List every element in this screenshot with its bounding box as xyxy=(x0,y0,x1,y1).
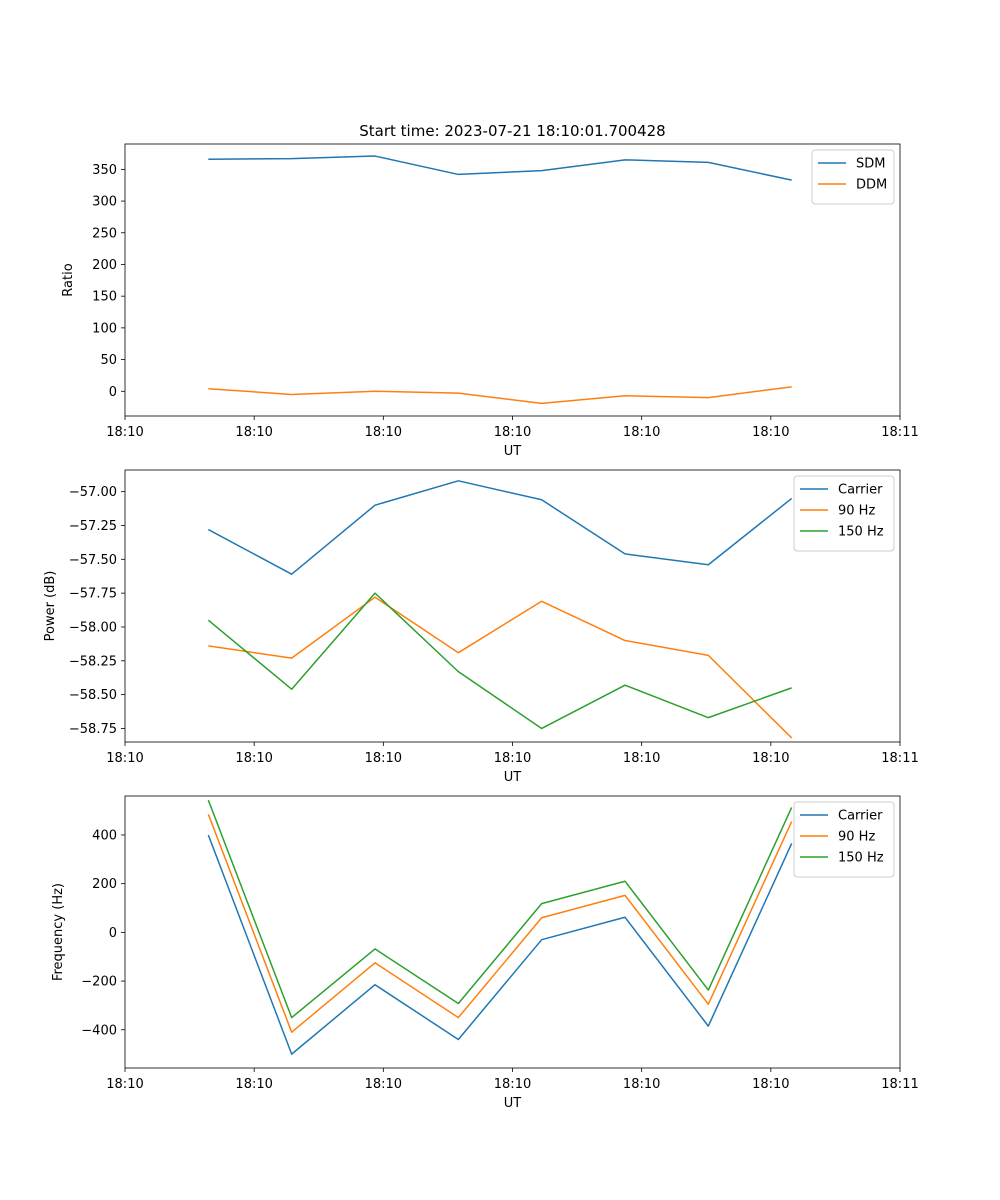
legend-box xyxy=(793,801,895,878)
y-tick-label: 300 xyxy=(92,195,117,210)
y-tick-label: −58.25 xyxy=(69,654,117,669)
x-tick-label: 18:11 xyxy=(881,1077,918,1092)
y-tick-label: 100 xyxy=(92,321,117,336)
y-tick-label: 350 xyxy=(92,163,117,178)
legend-entry: Carrier xyxy=(838,809,883,824)
x-tick-label: 18:10 xyxy=(752,751,789,766)
x-tick-label: 18:10 xyxy=(235,425,272,440)
y-tick-label: −58.75 xyxy=(69,722,117,737)
x-tick-label: 18:10 xyxy=(752,1077,789,1092)
y-tick-label: 250 xyxy=(92,226,117,241)
x-axis-label: UT xyxy=(504,444,522,459)
subplots: 18:10 18:10 18:10 18:10 18:10 18:10 18:11 0 50 10… xyxy=(43,143,919,1111)
series-line-1-1 xyxy=(208,155,792,181)
x-tick-label: 18:11 xyxy=(881,425,918,440)
x-tick-label: 18:10 xyxy=(365,751,402,766)
x-axis-label: UT xyxy=(504,770,522,785)
legend-box xyxy=(793,475,895,552)
legend-entry: Carrier xyxy=(838,483,883,498)
x-tick-label: 18:10 xyxy=(494,425,531,440)
y-tick-label: −200 xyxy=(81,975,117,990)
y-tick-label: 150 xyxy=(92,290,117,305)
x-tick-label: 18:10 xyxy=(235,751,272,766)
legend-entry: 90 Hz xyxy=(838,504,875,519)
x-tick-label: 18:10 xyxy=(365,1077,402,1092)
legend: Carrier 90 Hz 150 Hz xyxy=(793,801,895,878)
chart-title: Start time: 2023-07-21 18:10:01.700428 xyxy=(359,122,665,140)
y-tick-label: 0 xyxy=(109,385,117,400)
x-tick-label: 18:10 xyxy=(494,1077,531,1092)
legend-entry: 90 Hz xyxy=(838,830,875,845)
series-line-3-2 xyxy=(207,813,793,1033)
x-tick-label: 18:10 xyxy=(106,1077,143,1092)
y-tick-label: −57.75 xyxy=(69,587,117,602)
x-axis-label: UT xyxy=(504,1096,522,1111)
x-tick-label: 18:10 xyxy=(106,751,143,766)
x-tick-label: 18:10 xyxy=(623,425,660,440)
y-tick-label: 400 xyxy=(92,828,117,843)
series-line-2-1 xyxy=(207,480,793,575)
series-line-1-2 xyxy=(208,386,792,405)
y-tick-label: −400 xyxy=(81,1023,117,1038)
y-tick-label: 200 xyxy=(92,877,117,892)
x-tick-label: 18:10 xyxy=(106,425,143,440)
y-tick-label: 50 xyxy=(100,353,117,368)
y-tick-label: −57.25 xyxy=(69,519,117,534)
legend-entry: DDM xyxy=(856,178,887,193)
legend: Carrier 90 Hz 150 Hz xyxy=(793,475,895,552)
x-tick-label: 18:10 xyxy=(365,425,402,440)
y-tick-label: 200 xyxy=(92,258,117,273)
y-tick-label: −57.50 xyxy=(69,553,117,568)
x-tick-label: 18:10 xyxy=(752,425,789,440)
y-tick-label: −57.00 xyxy=(69,485,117,500)
legend: SDM DDM xyxy=(811,149,895,205)
y-axis-label: Power (dB) xyxy=(43,571,58,642)
x-tick-label: 18:10 xyxy=(494,751,531,766)
y-axis-label: Ratio xyxy=(61,263,76,296)
y-axis-label: Frequency (Hz) xyxy=(51,883,66,981)
subplot-3: 18:10 18:10 18:10 18:10 18:10 18:10 18:11 −400 −… xyxy=(51,795,919,1111)
x-tick-label: 18:10 xyxy=(235,1077,272,1092)
series-line-3-1 xyxy=(207,834,793,1055)
y-tick-label: 0 xyxy=(109,926,117,941)
y-tick-label: −58.50 xyxy=(69,688,117,703)
legend-entry: 150 Hz xyxy=(838,525,884,540)
legend-entry: SDM xyxy=(856,157,885,172)
x-tick-label: 18:10 xyxy=(623,751,660,766)
legend-entry: 150 Hz xyxy=(838,851,884,866)
series-line-2-3 xyxy=(207,592,792,730)
x-tick-label: 18:10 xyxy=(623,1077,660,1092)
y-tick-label: −58.00 xyxy=(69,620,117,635)
series-line-3-3 xyxy=(207,799,793,1019)
subplot-1: 18:10 18:10 18:10 18:10 18:10 18:10 18:11 0 50 10… xyxy=(61,143,919,459)
x-tick-label: 18:11 xyxy=(881,751,918,766)
subplot-2: 18:10 18:10 18:10 18:10 18:10 18:10 18:11 −58.7… xyxy=(43,469,919,785)
series-line-2-2 xyxy=(208,596,793,739)
